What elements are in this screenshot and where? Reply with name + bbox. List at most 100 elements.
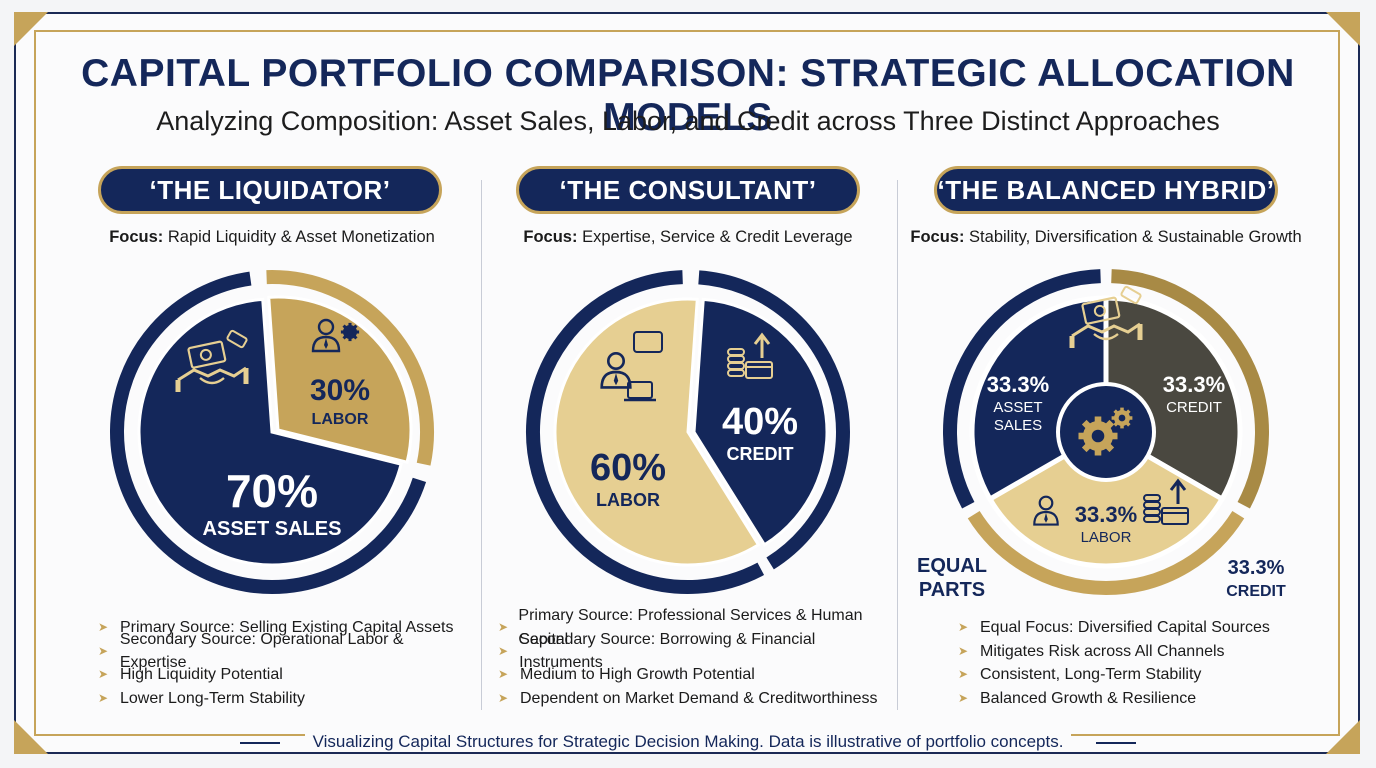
bullet-text: Lower Long-Term Stability: [120, 689, 305, 707]
slice-label-asset-sales: SALES: [994, 417, 1042, 434]
slice-value-labor: 60%: [590, 447, 666, 489]
ring-segment-asset-sales: [943, 269, 1101, 509]
side-credit-label: CREDIT: [1226, 583, 1286, 600]
bullet-text: Medium to High Growth Potential: [520, 666, 755, 683]
slice-labor: [267, 295, 413, 464]
chat-bubble-icon: [633, 331, 663, 353]
ring-segment-labor: [967, 510, 1245, 595]
bullet-text: Secondary Source: Borrowing & Financial …: [519, 630, 816, 672]
arrow-icon: ➤: [98, 690, 109, 705]
pie-chart-liquidator: 30% LABOR 70%ASSET SALES: [110, 270, 434, 594]
panel-balanced-hybrid: ‘THE BALANCED HYBRID’ Focus: Stability, …: [906, 166, 1306, 726]
bullet-list: ➤ Primary Source: Selling Existing Capita…: [98, 616, 472, 710]
list-item: ➤ Secondary Source: Operational Labor & E…: [98, 631, 472, 672]
arrow-icon: ➤: [958, 620, 969, 634]
list-item: ➤ Primary Source: Professional Services &…: [498, 607, 888, 648]
panel-consultant: ‘THE CONSULTANT’ Focus: Expertise, Servi…: [488, 166, 888, 726]
focus-label: Focus:: [910, 228, 965, 246]
ring-segment-credit: [698, 270, 850, 570]
bullet-text: Consistent, Long-Term Stability: [980, 666, 1202, 683]
handshake-money-icon: [175, 329, 249, 392]
column-divider: [897, 180, 898, 710]
list-item: ➤ Balanced Growth & Resilience: [958, 687, 1270, 711]
slice-label-asset-sales: ASSET SALES: [203, 518, 342, 540]
list-item: ➤ Secondary Source: Borrowing & Financial…: [498, 631, 888, 672]
bullet-text: Secondary Source: Operational Labor & Ex…: [119, 630, 404, 672]
list-item: ➤ Mitigates Risk across All Channels: [958, 640, 1270, 664]
handshake-money-icon: [1069, 285, 1143, 348]
footer-text: Visualizing Capital Structures for Strat…: [304, 732, 1072, 751]
panel-title-pill: ‘THE CONSULTANT’: [516, 166, 860, 214]
slice-labor: [553, 297, 761, 567]
list-item: ➤ Primary Source: Selling Existing Capita…: [98, 616, 472, 640]
gear-icon: [340, 322, 360, 342]
focus-line: Focus: Rapid Liquidity & Asset Monetizat…: [72, 228, 472, 247]
bullet-list: ➤ Equal Focus: Diversified Capital Source…: [958, 616, 1270, 710]
arrow-icon: ➤: [498, 620, 509, 634]
focus-line: Focus: Expertise, Service & Credit Lever…: [488, 228, 888, 247]
focus-line: Focus: Stability, Diversification & Sust…: [906, 228, 1306, 247]
bullet-text: Equal Focus: Diversified Capital Sources: [980, 619, 1270, 636]
focus-text: Stability, Diversification & Sustainable…: [969, 228, 1302, 246]
page-subtitle: Analyzing Composition: Asset Sales, Labo…: [156, 106, 1220, 136]
arrow-icon: ➤: [98, 667, 109, 681]
coins-growth-icon: [727, 332, 773, 379]
arrow-icon: ➤: [958, 690, 969, 705]
list-item: ➤ Consistent, Long-Term Stability: [958, 663, 1270, 687]
gears-icon: [1078, 416, 1118, 456]
slice-label-labor: LABOR: [1081, 529, 1132, 546]
bullet-text: Primary Source: Selling Existing Capital…: [120, 619, 454, 636]
businessman-icon: [1033, 495, 1059, 526]
page-title: CAPITAL PORTFOLIO COMPARISON: STRATEGIC …: [81, 52, 1295, 139]
slice-value-labor: 33.3%: [1075, 502, 1137, 527]
ring-segment-labor: [526, 270, 765, 594]
slice-value-credit: 33.3%: [1163, 372, 1225, 397]
gear-icon: [1111, 407, 1133, 429]
slice-value-credit: 40%: [722, 401, 798, 443]
arrow-icon: ➤: [958, 643, 969, 658]
focus-text: Expertise, Service & Credit Leverage: [582, 228, 853, 246]
coins-growth-icon: [1143, 478, 1189, 525]
list-item: ➤ High Liquidity Potential: [98, 663, 472, 687]
slice-label-labor: LABOR: [312, 411, 369, 428]
bullet-text: Balanced Growth & Resilience: [980, 689, 1197, 707]
column-divider: [481, 180, 482, 710]
panel-title-pill: ‘THE LIQUIDATOR’: [98, 166, 442, 214]
businessman-icon: [311, 318, 341, 353]
list-item: ➤ Equal Focus: Diversified Capital Source…: [958, 616, 1270, 640]
ring-segment-asset-sales: [110, 271, 427, 594]
slice-label-credit: CREDIT: [727, 444, 794, 464]
ring-segment-labor: [266, 270, 434, 466]
list-item: ➤ Medium to High Growth Potential: [498, 663, 888, 687]
arrow-icon: ➤: [98, 620, 109, 634]
arrow-icon: ➤: [958, 667, 969, 681]
slice-value-asset-sales: 70%: [226, 465, 318, 517]
arrow-icon: ➤: [498, 643, 509, 658]
focus-text: Rapid Liquidity & Asset Monetization: [167, 228, 435, 246]
bullet-text: Mitigates Risk across All Channels: [980, 642, 1225, 660]
slice-value-labor: 30%: [310, 374, 370, 407]
bullet-text: Primary Source: Professional Services & …: [518, 607, 863, 648]
footer-note: Visualizing Capital Structures for Strat…: [0, 732, 1376, 752]
pie-chart-consultant: 40%CREDIT 60%LABOR: [526, 270, 850, 594]
bullet-list: ➤ Primary Source: Professional Services &…: [498, 607, 888, 711]
ring-segment-credit: [1111, 269, 1269, 509]
focus-label: Focus:: [109, 228, 164, 246]
slice-labor: [986, 429, 1226, 569]
equal-parts-label: PARTS: [919, 579, 985, 601]
panel-title-pill: ‘THE BALANCED HYBRID’: [934, 166, 1278, 214]
focus-label: Focus:: [523, 228, 578, 246]
bullet-text: Dependent on Market Demand & Creditworth…: [520, 689, 878, 707]
bullet-text: High Liquidity Potential: [120, 666, 283, 683]
slice-label-asset-sales: ASSET: [993, 399, 1042, 416]
laptop-icon: [624, 381, 656, 402]
panel-liquidator: ‘THE LIQUIDATOR’ Focus: Rapid Liquidity …: [72, 166, 472, 726]
slice-label-labor: LABOR: [596, 490, 660, 510]
list-item: ➤ Dependent on Market Demand & Creditwort…: [498, 687, 888, 711]
arrow-icon: ➤: [498, 690, 509, 705]
side-credit-value: 33.3%: [1228, 557, 1285, 579]
arrow-icon: ➤: [98, 643, 109, 658]
equal-parts-label: EQUAL: [917, 555, 987, 577]
slice-value-asset-sales: 33.3%: [987, 372, 1049, 397]
